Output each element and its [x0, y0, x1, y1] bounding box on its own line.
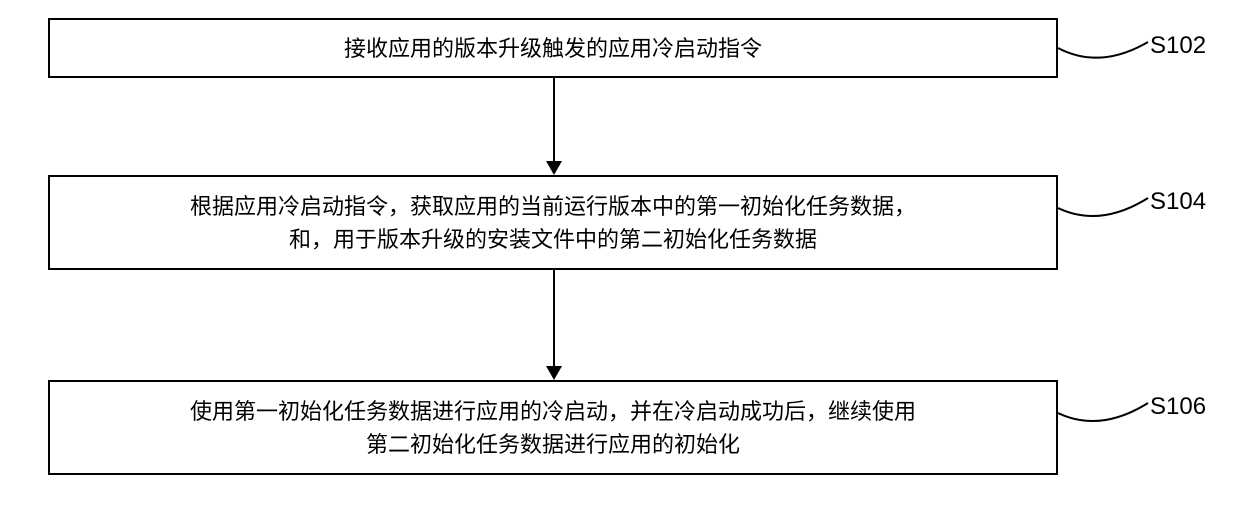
step-text: 根据应用冷启动指令，获取应用的当前运行版本中的第一初始化任务数据， 和，用于版本…: [190, 190, 916, 256]
arrow-s104-s106: [553, 270, 555, 366]
step-text: 使用第一初始化任务数据进行应用的冷启动，并在冷启动成功后，继续使用 第二初始化任…: [190, 395, 916, 461]
label-connector-s104: [1058, 186, 1150, 226]
label-connector-s106: [1058, 391, 1150, 431]
step-box-s102: 接收应用的版本升级触发的应用冷启动指令: [48, 18, 1058, 78]
step-label-s104: S104: [1150, 188, 1206, 216]
step-label-s102: S102: [1150, 32, 1206, 60]
step-label-s106: S106: [1150, 393, 1206, 421]
step-text: 接收应用的版本升级触发的应用冷启动指令: [344, 32, 762, 65]
step-box-s106: 使用第一初始化任务数据进行应用的冷启动，并在冷启动成功后，继续使用 第二初始化任…: [48, 380, 1058, 475]
step-box-s104: 根据应用冷启动指令，获取应用的当前运行版本中的第一初始化任务数据， 和，用于版本…: [48, 175, 1058, 270]
arrow-s102-s104: [553, 78, 555, 161]
label-connector-s102: [1058, 30, 1150, 70]
flowchart-container: 接收应用的版本升级触发的应用冷启动指令 S102 根据应用冷启动指令，获取应用的…: [0, 0, 1239, 507]
arrow-head-s104-s106: [546, 366, 562, 380]
arrow-head-s102-s104: [546, 161, 562, 175]
